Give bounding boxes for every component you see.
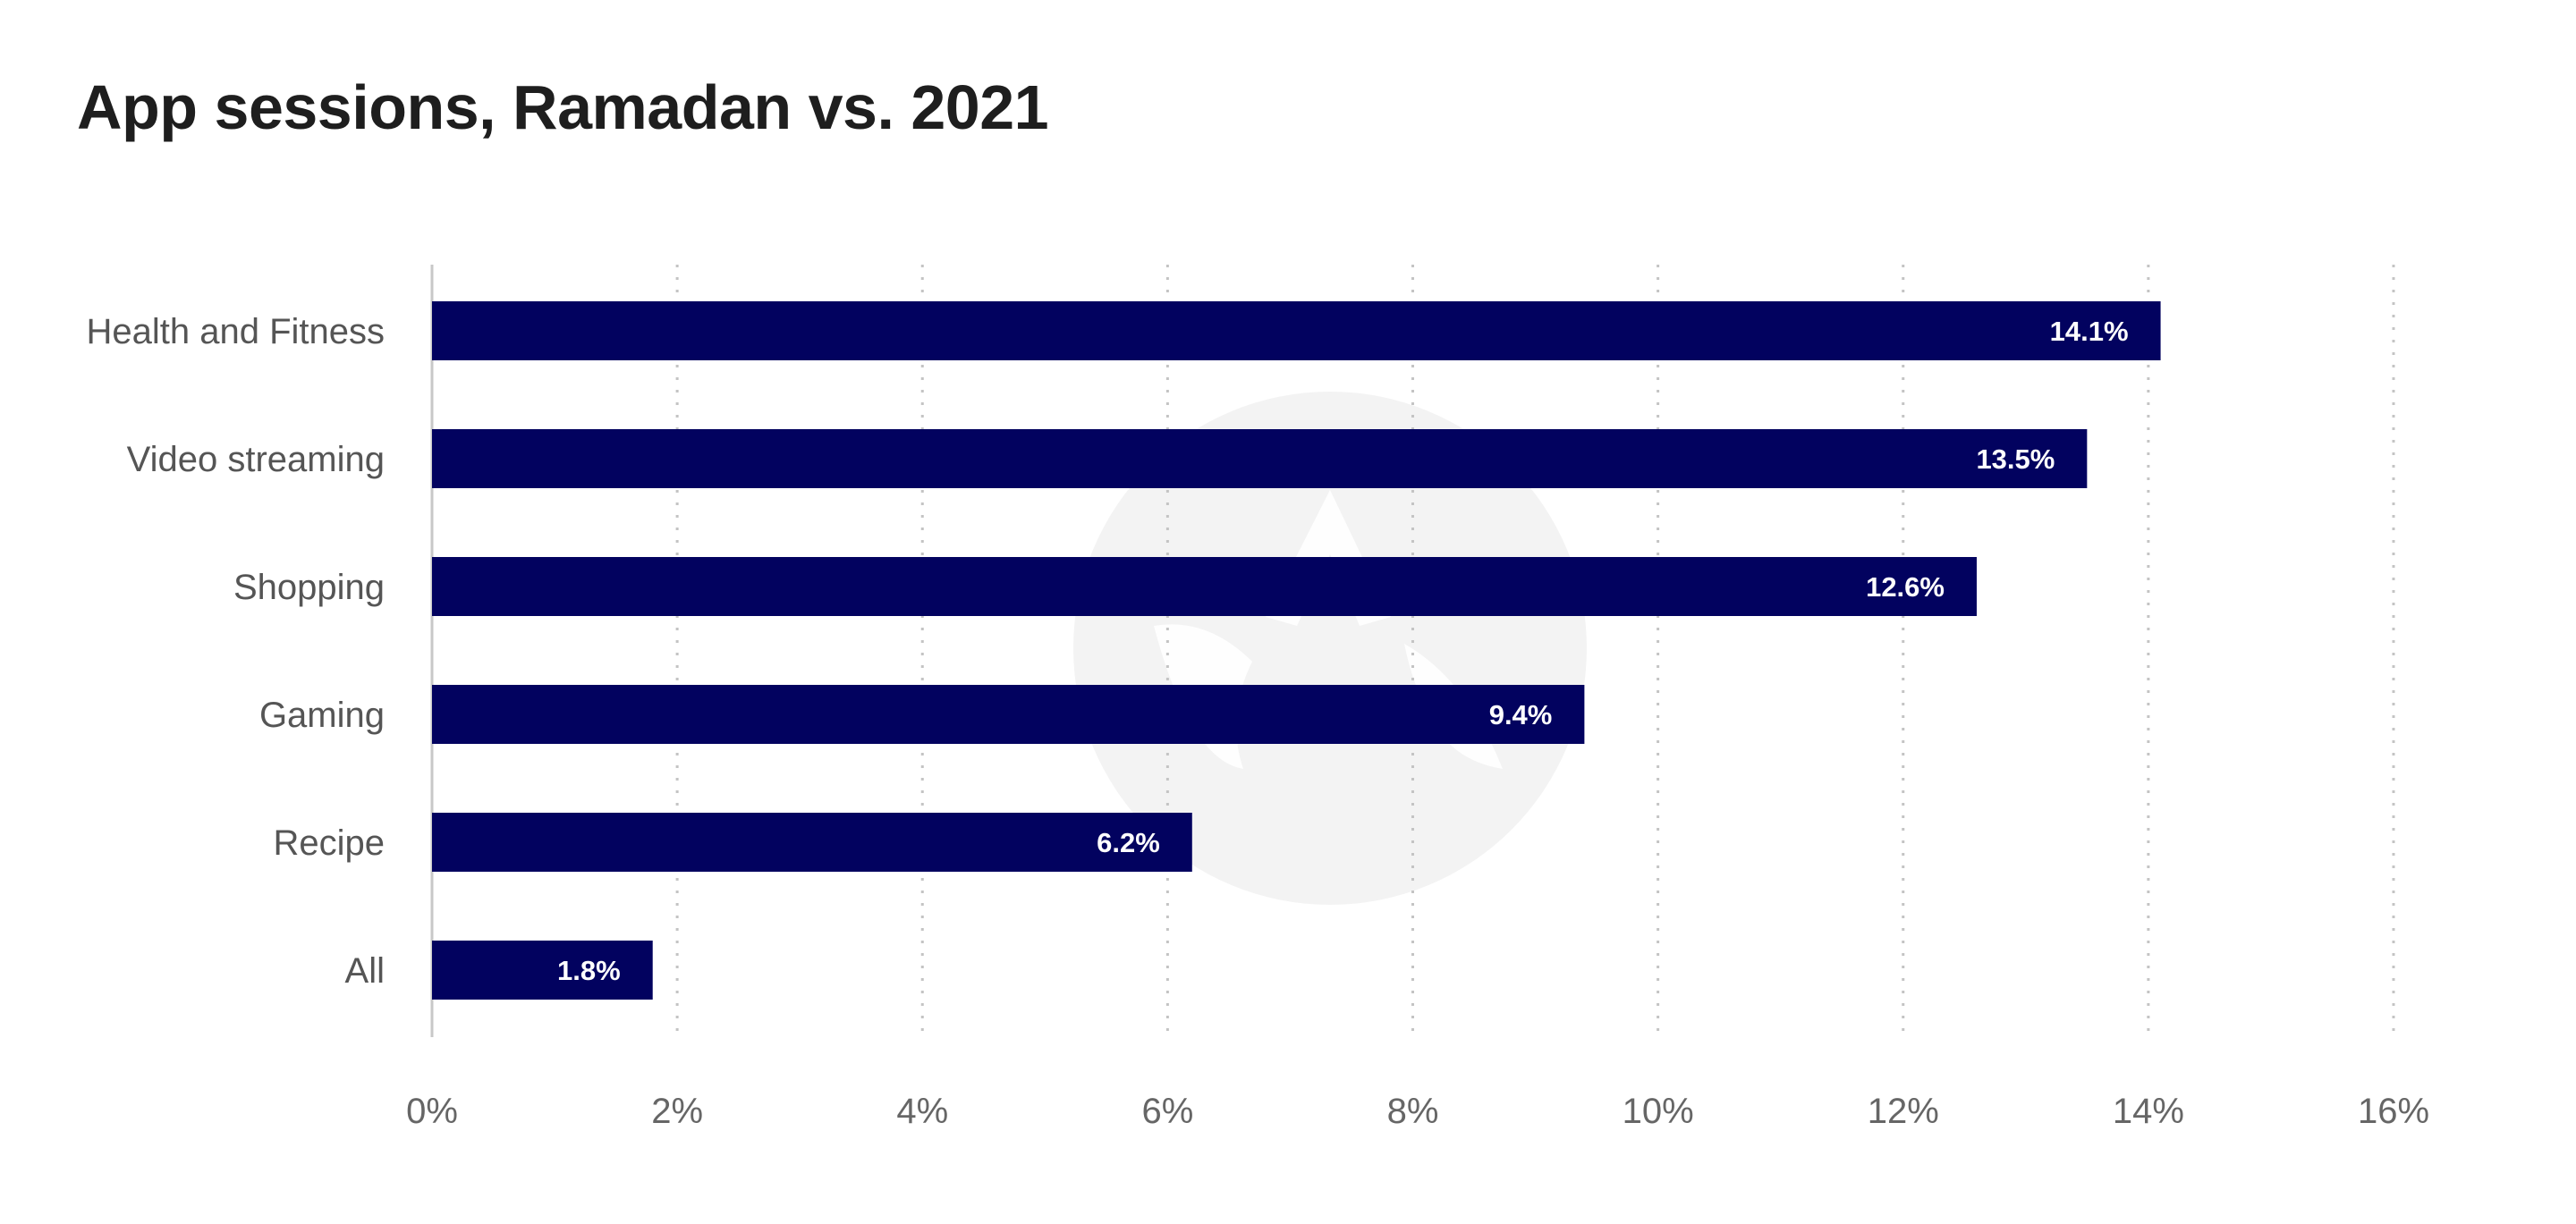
watermark-circle <box>1073 392 1587 905</box>
x-tick-label: 16% <box>2358 1092 2429 1131</box>
x-tick-label: 10% <box>1623 1092 1694 1131</box>
bar-value-label: 1.8% <box>557 955 621 986</box>
bar <box>432 941 653 1000</box>
x-tick-label: 6% <box>1141 1092 1193 1131</box>
gridlines <box>430 265 2395 1037</box>
x-axis-ticks: 0% 2% 4% 6% 8% 10% 12% 14% 16% <box>406 1092 2429 1131</box>
bar <box>432 685 1585 744</box>
bar-value-label: 13.5% <box>1976 443 2055 475</box>
x-tick-label: 0% <box>406 1092 458 1131</box>
bar <box>432 813 1192 872</box>
bars: 14.1% 13.5% 12.6% 9.4% 6.2% 1.8% <box>432 301 2161 1000</box>
category-label: All <box>345 951 385 991</box>
category-label: Health and Fitness <box>86 312 385 351</box>
bar-value-label: 14.1% <box>2050 316 2129 347</box>
y-axis-labels: Health and Fitness Video streaming Shoppin… <box>86 312 385 991</box>
bar <box>432 557 1977 616</box>
bar <box>432 429 2088 488</box>
x-tick-label: 2% <box>651 1092 703 1131</box>
bar-value-label: 12.6% <box>1866 571 1945 603</box>
category-label: Video streaming <box>127 440 385 479</box>
category-label: Recipe <box>273 823 385 863</box>
bar-value-label: 6.2% <box>1097 827 1160 858</box>
x-tick-label: 8% <box>1387 1092 1439 1131</box>
x-tick-label: 4% <box>896 1092 948 1131</box>
bar <box>432 301 2161 360</box>
x-tick-label: 14% <box>2113 1092 2184 1131</box>
chart-title: App sessions, Ramadan vs. 2021 <box>77 72 1049 142</box>
x-tick-label: 12% <box>1868 1092 1939 1131</box>
category-label: Shopping <box>233 568 385 607</box>
bar-value-label: 9.4% <box>1489 699 1553 730</box>
category-label: Gaming <box>259 696 385 735</box>
